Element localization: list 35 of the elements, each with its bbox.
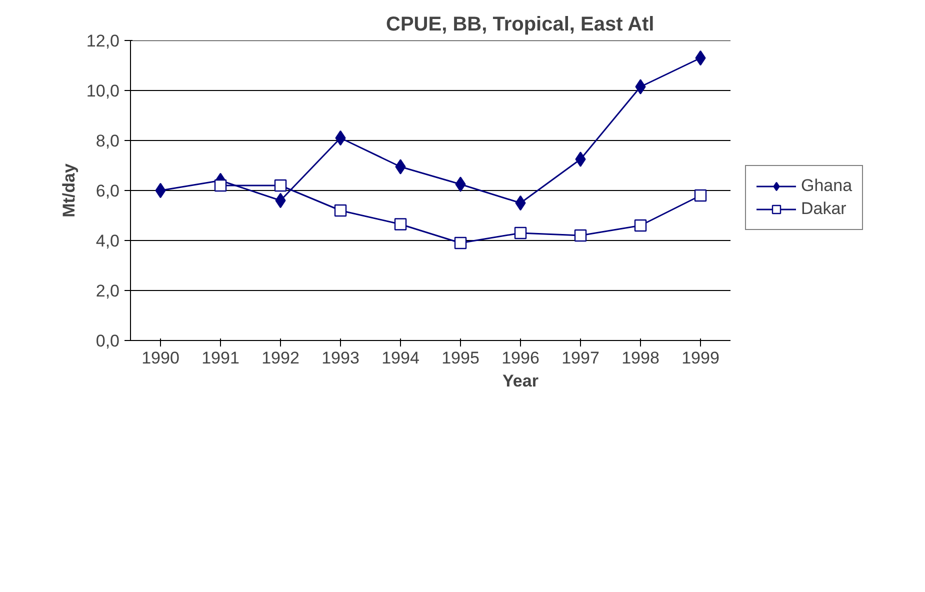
x-axis-title: Year bbox=[502, 372, 539, 390]
point bbox=[694, 189, 707, 202]
point bbox=[575, 152, 586, 167]
y-axis-title: Mt/day bbox=[59, 163, 78, 218]
x-tick-label: 1998 bbox=[622, 348, 660, 368]
point bbox=[455, 176, 466, 192]
x-tick-label: 1990 bbox=[142, 348, 180, 368]
point bbox=[334, 204, 347, 217]
legend-label: Ghana bbox=[801, 176, 852, 196]
chart-title: CPUE, BB, Tropical, East Atl bbox=[386, 14, 654, 36]
x-tick-label: 1999 bbox=[682, 348, 720, 368]
x-tick-label: 1993 bbox=[322, 348, 360, 368]
x-tick-label: 1996 bbox=[502, 348, 540, 368]
y-tick-label: 0,0 bbox=[96, 332, 120, 350]
x-tick-label: 1991 bbox=[202, 348, 240, 368]
point bbox=[394, 218, 407, 230]
x-tick-label: 1995 bbox=[442, 348, 480, 368]
point bbox=[274, 179, 287, 192]
x-tick-label: 1997 bbox=[562, 348, 600, 368]
y-tick-label: 10,0 bbox=[86, 82, 120, 100]
point bbox=[574, 229, 587, 242]
y-tick-label: 12,0 bbox=[86, 32, 120, 50]
y-tick-label: 4,0 bbox=[96, 232, 120, 250]
point bbox=[635, 79, 646, 94]
y-tick-label: 2,0 bbox=[96, 282, 120, 300]
point bbox=[634, 219, 647, 232]
point bbox=[214, 179, 227, 192]
legend-label: Dakar bbox=[801, 199, 846, 219]
point bbox=[454, 236, 467, 250]
x-tick-label: 1994 bbox=[382, 348, 420, 368]
point bbox=[395, 159, 406, 174]
y-tick-label: 8,0 bbox=[96, 132, 120, 150]
y-tick-label: 6,0 bbox=[96, 182, 120, 200]
point bbox=[514, 226, 527, 240]
x-tick-label: 1992 bbox=[262, 348, 300, 368]
